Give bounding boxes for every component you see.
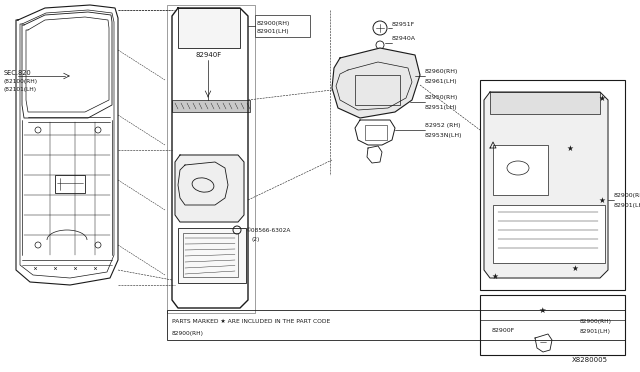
Text: ★: ★ bbox=[598, 93, 605, 103]
Text: ★: ★ bbox=[492, 272, 499, 280]
Text: 82900(RH): 82900(RH) bbox=[580, 318, 612, 324]
Bar bbox=[178, 228, 246, 283]
Text: (2): (2) bbox=[252, 237, 260, 241]
Bar bbox=[55, 175, 85, 193]
Text: 82900(RH): 82900(RH) bbox=[257, 20, 291, 26]
Polygon shape bbox=[332, 48, 420, 118]
Text: 82940F: 82940F bbox=[195, 52, 221, 58]
Text: 82900(RH): 82900(RH) bbox=[172, 330, 204, 336]
Text: 82953N(LH): 82953N(LH) bbox=[425, 132, 463, 138]
Text: ★: ★ bbox=[566, 144, 573, 153]
Text: 82951F: 82951F bbox=[392, 22, 415, 28]
Text: 82961(LH): 82961(LH) bbox=[425, 80, 458, 84]
Bar bbox=[365, 125, 387, 140]
Text: 82900(RH): 82900(RH) bbox=[614, 192, 640, 198]
Text: 82952 (RH): 82952 (RH) bbox=[425, 122, 461, 128]
Text: 82940A: 82940A bbox=[392, 35, 416, 41]
Text: 82901(LH): 82901(LH) bbox=[614, 202, 640, 208]
Text: (82101(LH): (82101(LH) bbox=[4, 87, 37, 92]
Bar bbox=[480, 80, 625, 290]
Text: ★: ★ bbox=[572, 263, 579, 273]
Text: 82901(LH): 82901(LH) bbox=[580, 328, 611, 334]
Bar bbox=[480, 295, 625, 355]
Bar bbox=[183, 233, 238, 277]
Bar bbox=[255, 15, 310, 37]
Text: X8280005: X8280005 bbox=[572, 357, 608, 363]
Bar bbox=[355, 75, 400, 105]
Bar bbox=[172, 100, 250, 112]
Text: ★: ★ bbox=[598, 196, 605, 205]
Bar bbox=[167, 310, 625, 340]
Text: 82900F: 82900F bbox=[492, 327, 515, 333]
Polygon shape bbox=[484, 92, 608, 278]
Bar bbox=[493, 205, 605, 263]
Text: (82100(RH): (82100(RH) bbox=[4, 78, 38, 83]
Bar bbox=[178, 8, 240, 48]
Bar bbox=[167, 5, 255, 313]
Text: PARTS MARKED ★ ARE INCLUDED IN THE PART CODE: PARTS MARKED ★ ARE INCLUDED IN THE PART … bbox=[172, 318, 330, 324]
Text: ★: ★ bbox=[538, 305, 546, 314]
Text: SEC.820: SEC.820 bbox=[4, 70, 32, 76]
Bar bbox=[490, 92, 600, 114]
Text: 82960(RH): 82960(RH) bbox=[425, 70, 458, 74]
Text: ©08566-6302A: ©08566-6302A bbox=[245, 228, 291, 232]
Text: 82901(LH): 82901(LH) bbox=[257, 29, 290, 35]
Polygon shape bbox=[175, 155, 244, 222]
Text: 82950(RH): 82950(RH) bbox=[425, 96, 458, 100]
Bar bbox=[493, 145, 548, 195]
Text: 82951(LH): 82951(LH) bbox=[425, 106, 458, 110]
